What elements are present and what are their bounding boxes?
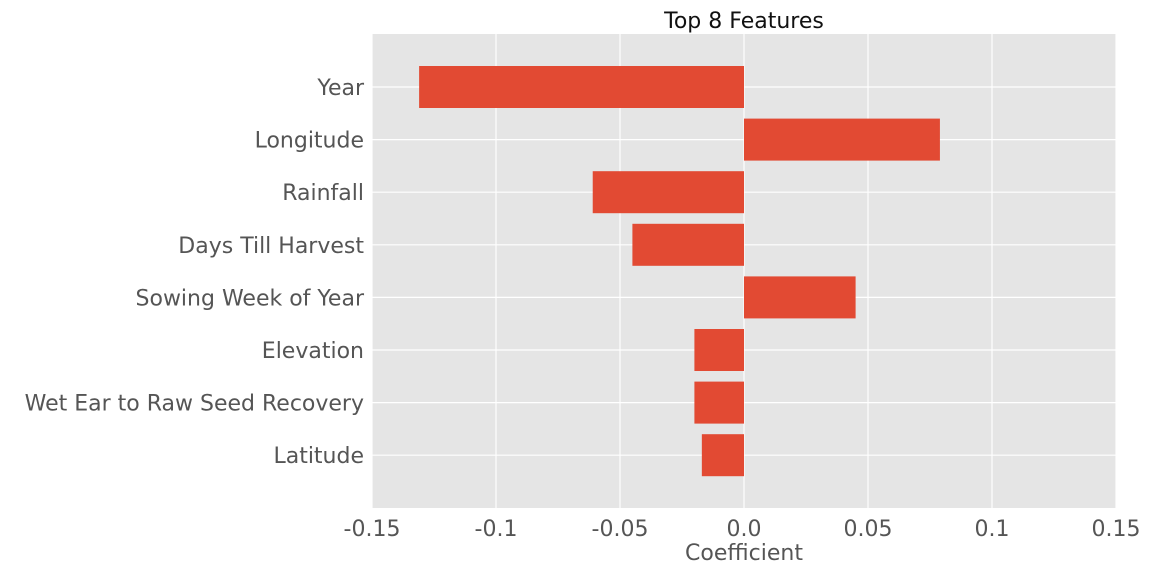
x-tick-label: -0.05 (592, 517, 649, 542)
y-tick-label: Longitude (255, 129, 364, 154)
bars (419, 66, 940, 477)
x-tick-label: 0.05 (844, 517, 893, 542)
bar-year (419, 66, 744, 108)
x-tick-labels: -0.15 -0.1 -0.05 0.0 0.05 0.1 0.15 (344, 517, 1141, 542)
y-tick-label: Rainfall (282, 181, 364, 206)
bar-longitude (744, 118, 940, 161)
bar-days-till-harvest (632, 223, 744, 266)
x-axis-label: Coefficient (685, 541, 803, 566)
y-tick-label: Days Till Harvest (178, 234, 364, 259)
x-tick-label: -0.15 (344, 517, 401, 542)
y-tick-label: Elevation (262, 339, 364, 364)
bar-rainfall (592, 171, 744, 214)
bar-wet-ear-to-raw-seed-recovery (694, 381, 744, 424)
x-tick-label: -0.1 (475, 517, 518, 542)
bar-elevation (694, 329, 744, 371)
chart-title: Top 8 Features (663, 9, 824, 34)
y-tick-labels: Year Longitude Rainfall Days Till Harvest So… (25, 76, 365, 469)
y-tick-label: Latitude (273, 444, 364, 469)
y-tick-label: Wet Ear to Raw Seed Recovery (25, 392, 364, 417)
x-tick-label: 0.1 (975, 517, 1010, 542)
x-tick-label: 0.15 (1092, 517, 1141, 542)
x-tick-label: 0.0 (727, 517, 762, 542)
y-tick-label: Sowing Week of Year (136, 286, 365, 311)
y-tick-label: Year (316, 76, 365, 101)
bar-latitude (701, 434, 744, 477)
bar-sowing-week-of-year (744, 276, 856, 319)
